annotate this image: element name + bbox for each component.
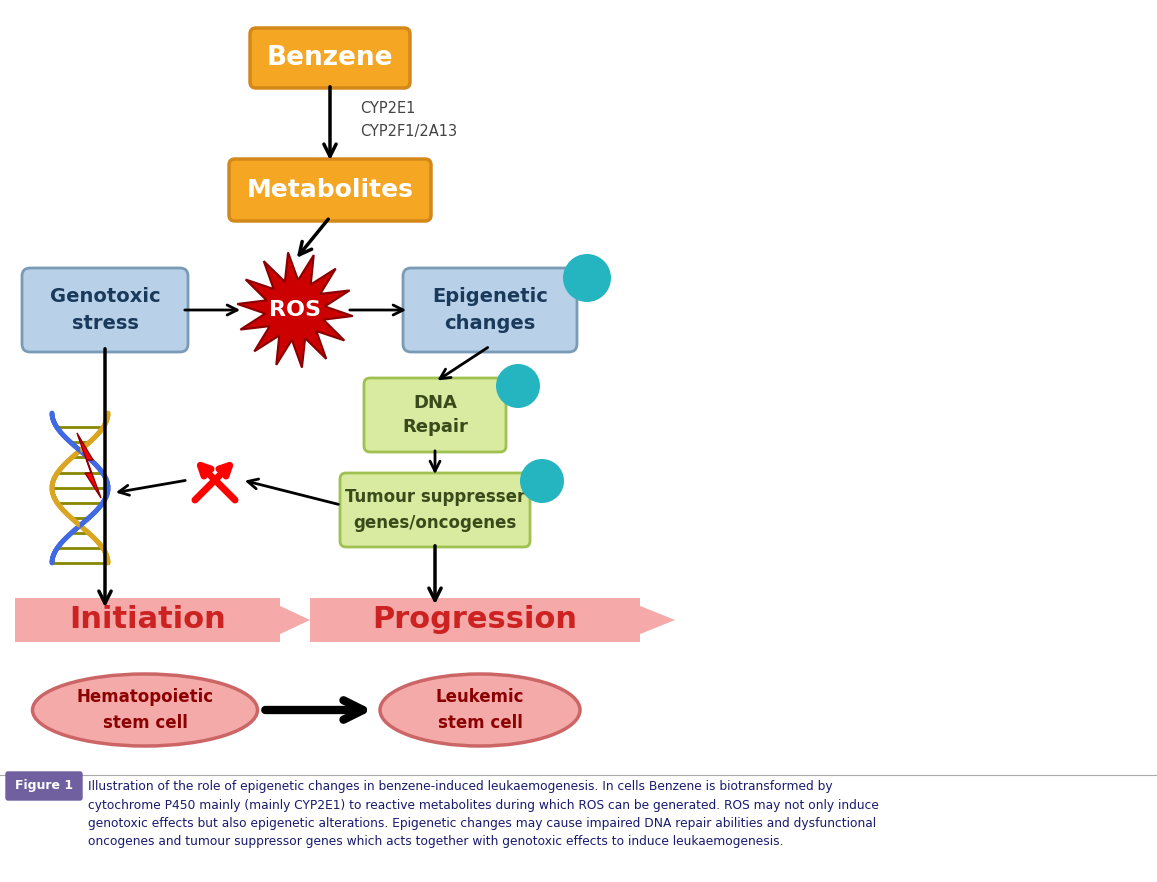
Circle shape [496, 364, 540, 408]
Text: Initiation: Initiation [69, 606, 226, 634]
Text: ROS: ROS [268, 300, 320, 320]
FancyBboxPatch shape [229, 159, 432, 221]
Text: Metabolites: Metabolites [246, 178, 413, 202]
Text: Epigenetic
changes: Epigenetic changes [432, 288, 548, 333]
FancyBboxPatch shape [364, 378, 506, 452]
Polygon shape [310, 598, 675, 642]
Circle shape [563, 254, 611, 302]
Polygon shape [78, 433, 101, 498]
FancyBboxPatch shape [250, 28, 410, 88]
Ellipse shape [379, 674, 580, 746]
Text: Illustration of the role of epigenetic changes in benzene-induced leukaemogenesi: Illustration of the role of epigenetic c… [88, 780, 879, 848]
Text: Leukemic
stem cell: Leukemic stem cell [436, 689, 524, 731]
Text: Tumour suppresser
genes/oncogenes: Tumour suppresser genes/oncogenes [345, 489, 525, 532]
Text: Hematopoietic
stem cell: Hematopoietic stem cell [76, 689, 214, 731]
Text: Benzene: Benzene [267, 45, 393, 71]
Polygon shape [237, 252, 353, 368]
Text: Progression: Progression [373, 606, 577, 634]
Ellipse shape [32, 674, 258, 746]
FancyBboxPatch shape [22, 268, 187, 352]
FancyBboxPatch shape [403, 268, 577, 352]
Text: Genotoxic
stress: Genotoxic stress [50, 288, 161, 333]
Text: DNA
Repair: DNA Repair [403, 393, 467, 437]
Polygon shape [15, 598, 310, 642]
Text: CYP2E1
CYP2F1/2A13: CYP2E1 CYP2F1/2A13 [360, 101, 457, 138]
FancyBboxPatch shape [340, 473, 530, 547]
Text: Figure 1: Figure 1 [15, 780, 73, 793]
FancyBboxPatch shape [6, 772, 82, 800]
Circle shape [519, 459, 563, 503]
